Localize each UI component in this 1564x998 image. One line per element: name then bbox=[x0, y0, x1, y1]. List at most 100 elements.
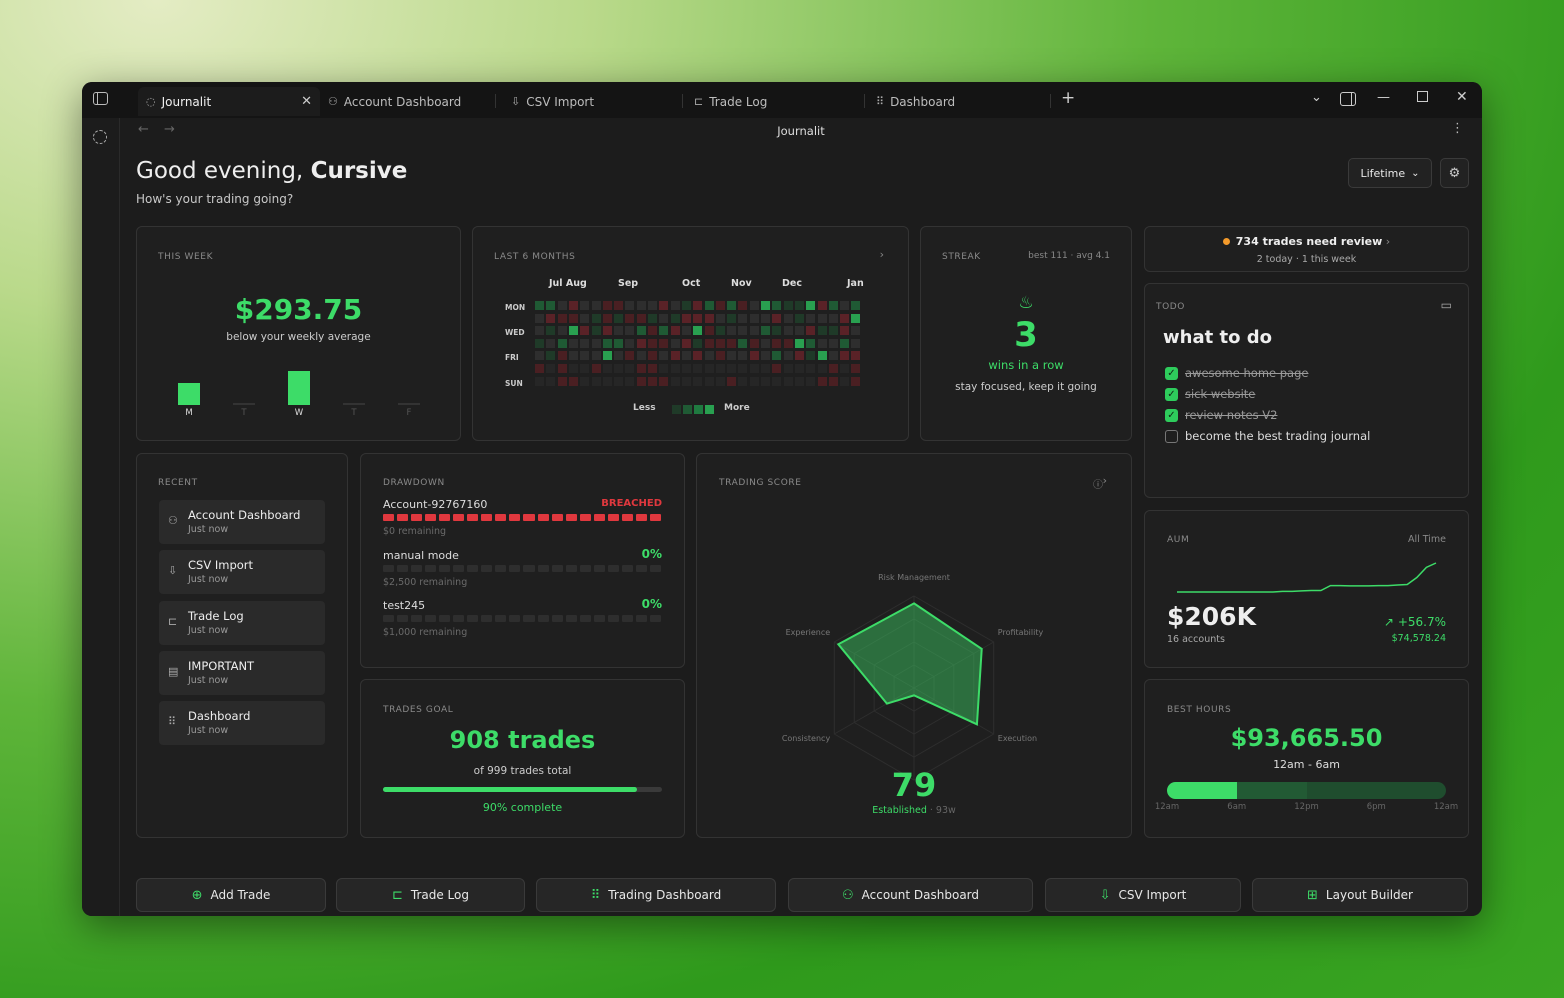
heatmap-cell[interactable] bbox=[783, 364, 793, 373]
heatmap-cell[interactable] bbox=[625, 301, 635, 310]
heatmap-cell[interactable] bbox=[806, 364, 816, 373]
heatmap-cell[interactable] bbox=[636, 376, 646, 386]
heatmap-cell[interactable] bbox=[761, 364, 770, 373]
heatmap-cell[interactable] bbox=[772, 338, 782, 348]
heatmap-cell[interactable] bbox=[602, 338, 612, 348]
heatmap-cell[interactable] bbox=[727, 364, 737, 373]
folder-icon[interactable]: ▭ bbox=[1440, 298, 1452, 312]
heatmap-cell[interactable] bbox=[591, 338, 601, 348]
review-banner[interactable]: 734 trades need review › 2 today · 1 thi… bbox=[1144, 226, 1469, 272]
heatmap-cell[interactable] bbox=[681, 338, 691, 348]
heatmap-cell[interactable] bbox=[636, 364, 646, 373]
heatmap-cell[interactable] bbox=[580, 376, 590, 386]
heatmap-cell[interactable] bbox=[670, 326, 680, 336]
heatmap-cell[interactable] bbox=[568, 301, 578, 310]
heatmap-cell[interactable] bbox=[817, 326, 827, 336]
heatmap-cell[interactable] bbox=[828, 313, 838, 323]
heatmap-cell[interactable] bbox=[648, 364, 657, 373]
heatmap-cell[interactable] bbox=[546, 301, 556, 310]
heatmap-cell[interactable] bbox=[546, 338, 556, 348]
heatmap-cell[interactable] bbox=[715, 364, 725, 373]
heatmap-cell[interactable] bbox=[794, 376, 804, 386]
trading-dashboard-button[interactable]: ⠿ Trading Dashboard bbox=[536, 878, 776, 912]
layout-builder-button[interactable]: ⊞ Layout Builder bbox=[1252, 878, 1468, 912]
heatmap-cell[interactable] bbox=[828, 301, 838, 310]
sidebar-toggle-icon[interactable] bbox=[93, 92, 108, 105]
heatmap-cell[interactable] bbox=[580, 364, 590, 373]
heatmap-cell[interactable] bbox=[727, 338, 737, 348]
heatmap-cell[interactable] bbox=[681, 376, 691, 386]
heatmap-cell[interactable] bbox=[704, 376, 714, 386]
account-dashboard-button[interactable]: ⚇ Account Dashboard bbox=[788, 878, 1033, 912]
heatmap-cell[interactable] bbox=[749, 338, 759, 348]
heatmap-cell[interactable] bbox=[715, 338, 725, 348]
heatmap-cell[interactable] bbox=[681, 351, 691, 361]
heatmap-cell[interactable] bbox=[794, 301, 804, 310]
heatmap-cell[interactable] bbox=[602, 351, 612, 361]
heatmap-cell[interactable] bbox=[636, 338, 646, 348]
tab-journalit[interactable]: ◌ Journalit ✕ bbox=[138, 87, 320, 116]
heatmap-cell[interactable] bbox=[749, 313, 759, 323]
heatmap-cell[interactable] bbox=[614, 364, 624, 373]
heatmap-cell[interactable] bbox=[840, 301, 850, 310]
heatmap-cell[interactable] bbox=[557, 313, 567, 323]
back-icon[interactable]: ← bbox=[138, 122, 149, 137]
heatmap-cell[interactable] bbox=[806, 313, 816, 323]
heatmap-cell[interactable] bbox=[761, 338, 770, 348]
heatmap-cell[interactable] bbox=[557, 376, 567, 386]
heatmap-cell[interactable] bbox=[580, 338, 590, 348]
heatmap-cell[interactable] bbox=[670, 301, 680, 310]
heatmap-cell[interactable] bbox=[636, 301, 646, 310]
more-options-icon[interactable]: ⋮ bbox=[1451, 121, 1464, 136]
heatmap-cell[interactable] bbox=[546, 313, 556, 323]
heatmap-cell[interactable] bbox=[715, 376, 725, 386]
heatmap-cell[interactable] bbox=[557, 301, 567, 310]
heatmap-cell[interactable] bbox=[761, 376, 770, 386]
chevron-right-icon[interactable]: › bbox=[1102, 474, 1107, 487]
heatmap-cell[interactable] bbox=[817, 338, 827, 348]
heatmap-cell[interactable] bbox=[659, 301, 669, 310]
heatmap-cell[interactable] bbox=[715, 351, 725, 361]
heatmap-cell[interactable] bbox=[783, 376, 793, 386]
heatmap-cell[interactable] bbox=[806, 338, 816, 348]
recent-item[interactable]: ⊏ Trade Log Just now bbox=[159, 600, 325, 645]
heatmap-cell[interactable] bbox=[580, 301, 590, 310]
heatmap-cell[interactable] bbox=[693, 364, 703, 373]
heatmap-cell[interactable] bbox=[738, 326, 748, 336]
heatmap-cell[interactable] bbox=[693, 338, 703, 348]
heatmap-cell[interactable] bbox=[851, 313, 861, 323]
heatmap-cell[interactable] bbox=[828, 326, 838, 336]
heatmap-cell[interactable] bbox=[693, 351, 703, 361]
heatmap-cell[interactable] bbox=[772, 313, 782, 323]
heatmap-cell[interactable] bbox=[840, 376, 850, 386]
heatmap-cell[interactable] bbox=[727, 313, 737, 323]
heatmap-cell[interactable] bbox=[727, 301, 737, 310]
heatmap-cell[interactable] bbox=[783, 301, 793, 310]
heatmap-cell[interactable] bbox=[738, 351, 748, 361]
todo-item[interactable]: ✓ sick website bbox=[1165, 387, 1255, 401]
heatmap-cell[interactable] bbox=[625, 313, 635, 323]
heatmap-cell[interactable] bbox=[535, 313, 544, 323]
heatmap-cell[interactable] bbox=[749, 376, 759, 386]
heatmap-cell[interactable] bbox=[761, 313, 770, 323]
checkbox[interactable]: ✓ bbox=[1165, 387, 1178, 401]
heatmap-cell[interactable] bbox=[738, 313, 748, 323]
heatmap-cell[interactable] bbox=[851, 351, 861, 361]
heatmap-cell[interactable] bbox=[625, 338, 635, 348]
heatmap-cell[interactable] bbox=[670, 313, 680, 323]
heatmap-cell[interactable] bbox=[648, 313, 657, 323]
heatmap-cell[interactable] bbox=[772, 351, 782, 361]
heatmap-cell[interactable] bbox=[659, 351, 669, 361]
heatmap-cell[interactable] bbox=[535, 351, 544, 361]
heatmap-cell[interactable] bbox=[557, 364, 567, 373]
recent-item[interactable]: ⠿ Dashboard Just now bbox=[159, 701, 325, 746]
heatmap-cell[interactable] bbox=[817, 301, 827, 310]
heatmap-cell[interactable] bbox=[557, 351, 567, 361]
heatmap-cell[interactable] bbox=[704, 326, 714, 336]
checkbox[interactable]: ✓ bbox=[1165, 408, 1178, 422]
heatmap-cell[interactable] bbox=[614, 351, 624, 361]
heatmap-cell[interactable] bbox=[851, 376, 861, 386]
heatmap-cell[interactable] bbox=[715, 313, 725, 323]
heatmap-cell[interactable] bbox=[693, 313, 703, 323]
heatmap-cell[interactable] bbox=[727, 326, 737, 336]
